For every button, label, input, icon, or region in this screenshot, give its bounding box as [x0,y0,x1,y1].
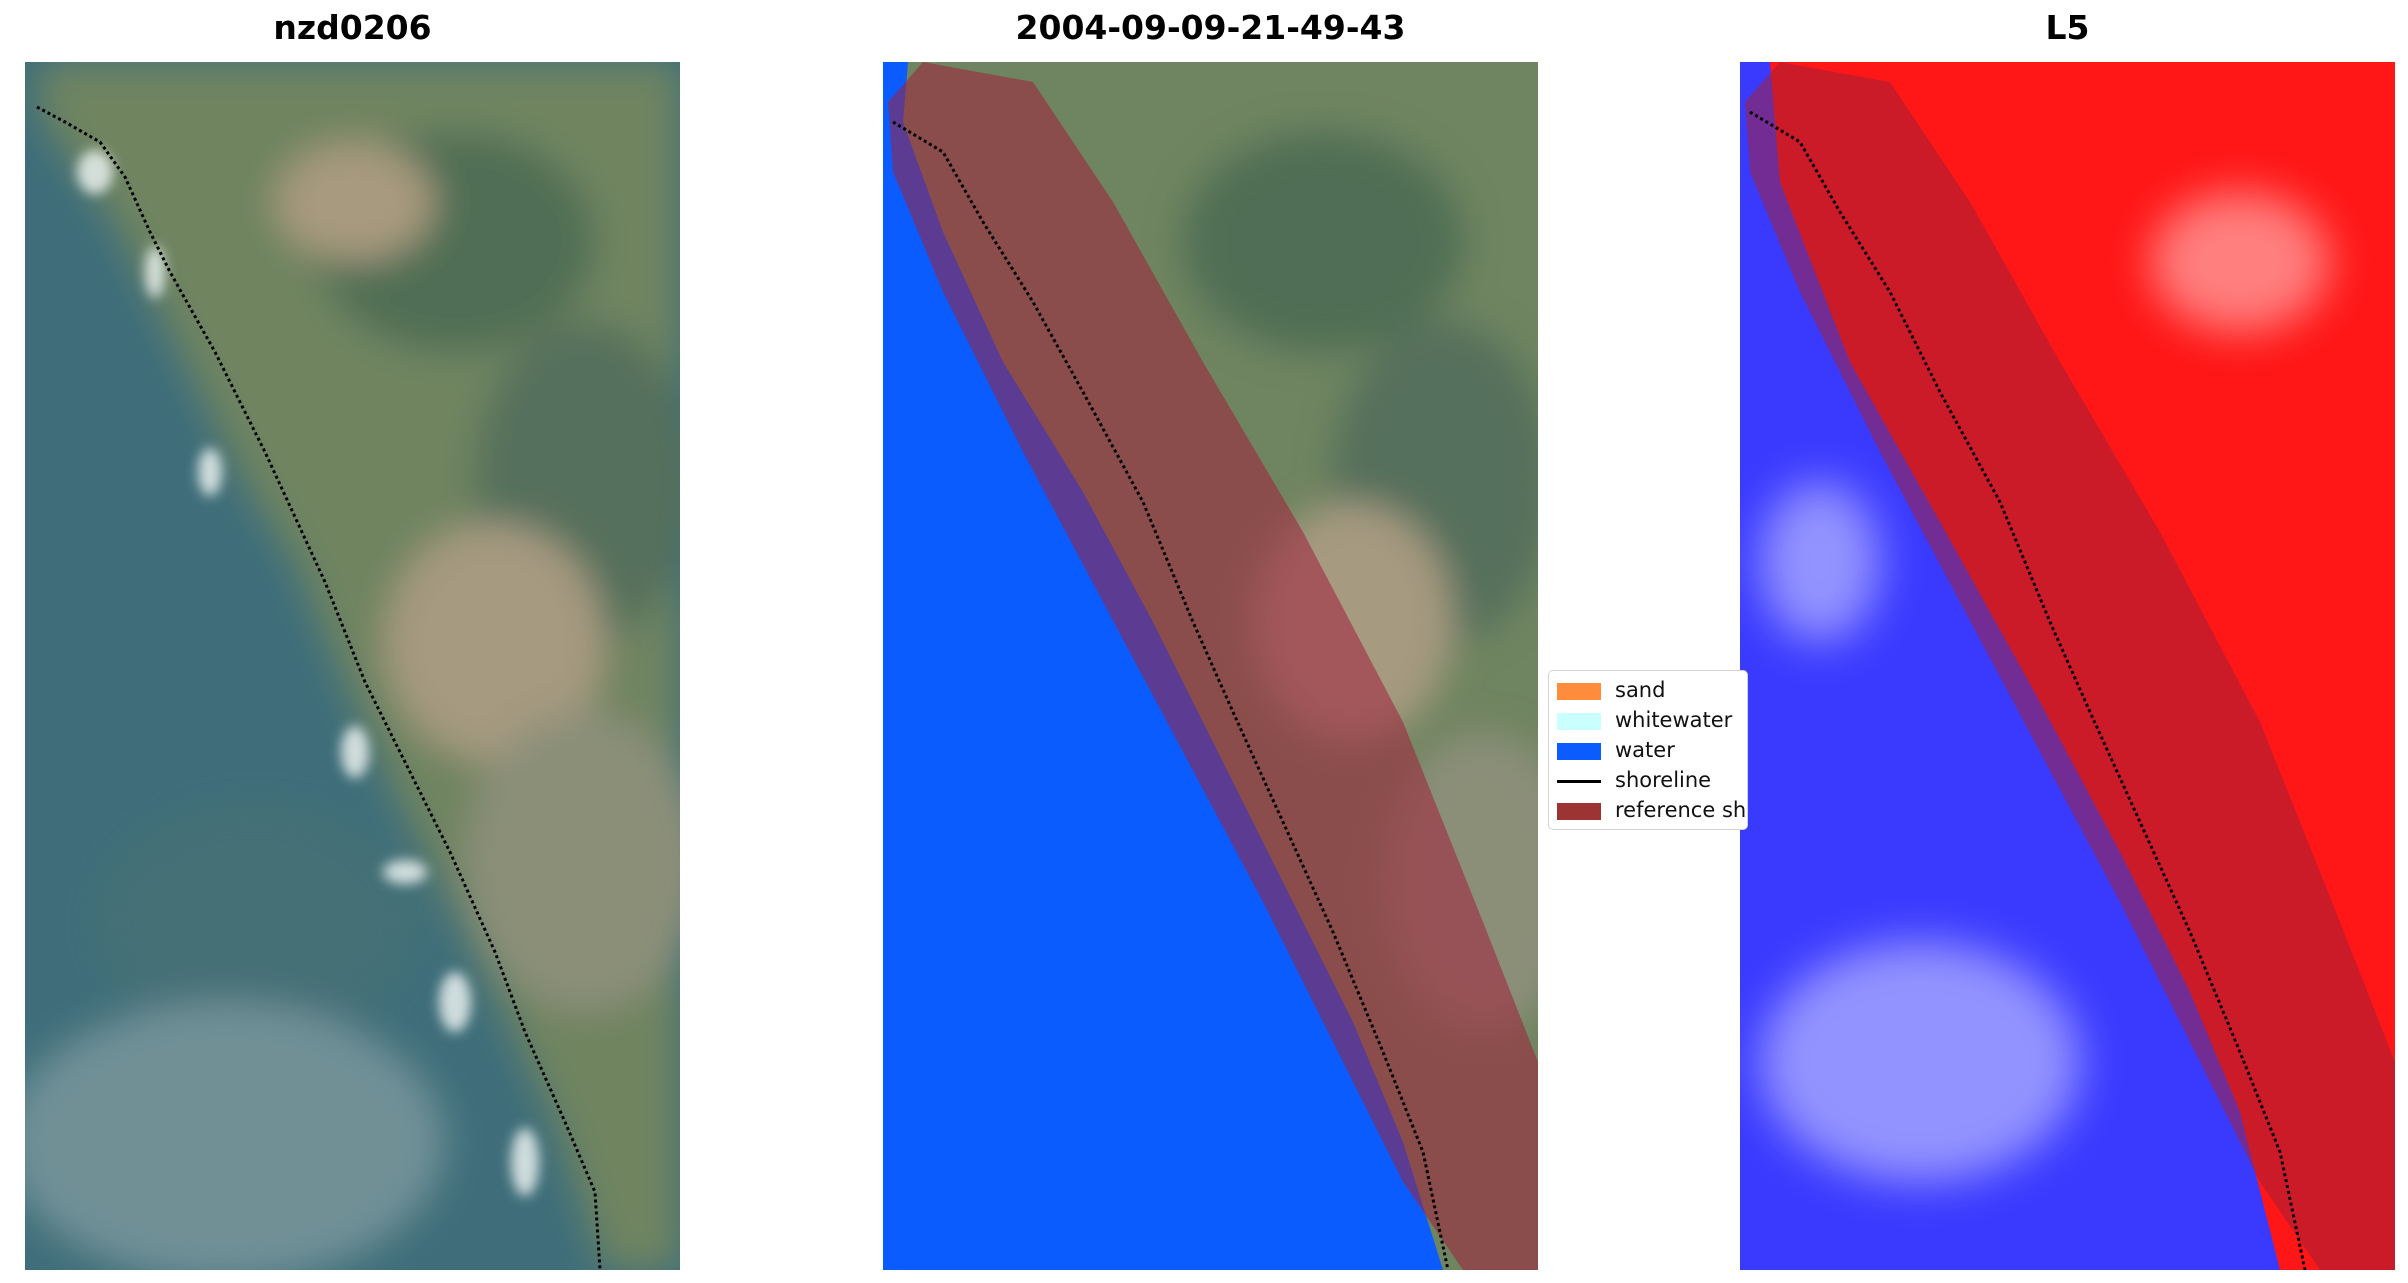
rgb-image-panel [25,62,680,1270]
panel-title-rgb: nzd0206 [273,8,432,47]
index-shoreline [1749,110,2307,1270]
reference-shoreline-buffer [888,62,1538,1270]
classification-panel [883,62,1538,1270]
panel-title-classification: 2004-09-09-21-49-43 [1015,8,1406,47]
rgb-image [25,62,680,1270]
classified-shoreline [892,120,1450,1270]
detected-shoreline [36,105,602,1270]
legend-item-water: water [1549,736,1747,766]
sand-swatch [1557,683,1601,700]
legend-label-water: water [1615,738,1675,762]
index-map-panel [1740,62,2395,1270]
legend-item-shoreline: shoreline [1549,766,1747,796]
shoreline-line-swatch [1557,780,1601,783]
index-map-image [1740,62,2395,1270]
whitewater-swatch [1557,713,1601,730]
legend-label-shoreline: shoreline [1615,768,1712,792]
legend: sand whitewater water shoreline referenc… [1548,670,1748,830]
panel-title-index: L5 [2045,8,2090,47]
legend-label-sand: sand [1615,678,1666,702]
reference-shoreline-swatch [1557,803,1601,820]
legend-label-reference-shoreline: reference shoreline [1615,798,1747,822]
legend-item-sand: sand [1549,676,1747,706]
water-swatch [1557,743,1601,760]
classification-image [883,62,1538,1270]
legend-label-whitewater: whitewater [1615,708,1733,732]
legend-item-reference-shoreline: reference shoreline [1549,796,1747,826]
legend-item-whitewater: whitewater [1549,706,1747,736]
